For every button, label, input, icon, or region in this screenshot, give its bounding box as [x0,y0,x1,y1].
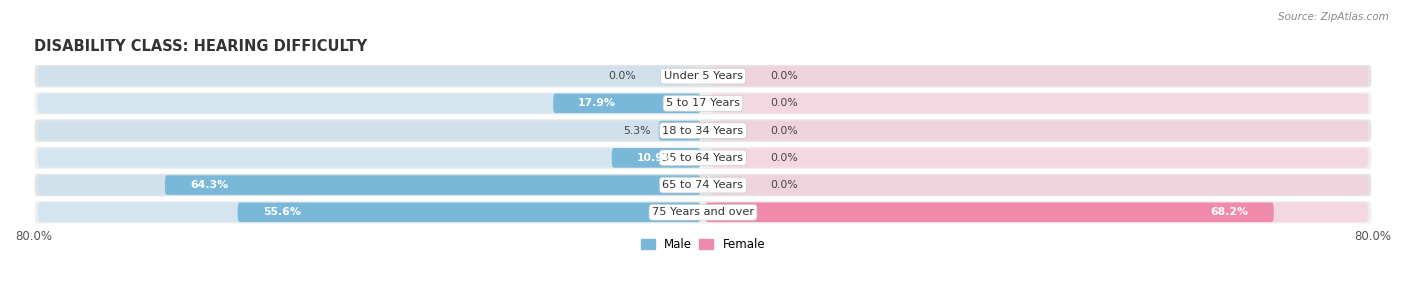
FancyBboxPatch shape [34,118,1372,143]
Text: 18 to 34 Years: 18 to 34 Years [662,126,744,136]
FancyBboxPatch shape [553,94,700,113]
FancyBboxPatch shape [34,173,1372,197]
Text: 17.9%: 17.9% [578,99,616,108]
Text: 5 to 17 Years: 5 to 17 Years [666,99,740,108]
FancyBboxPatch shape [612,148,700,168]
Text: 65 to 74 Years: 65 to 74 Years [662,180,744,190]
FancyBboxPatch shape [165,175,700,195]
Text: 0.0%: 0.0% [609,71,636,81]
FancyBboxPatch shape [34,200,1372,224]
Text: 68.2%: 68.2% [1211,207,1249,217]
FancyBboxPatch shape [711,66,1368,86]
FancyBboxPatch shape [711,203,1368,222]
Text: Source: ZipAtlas.com: Source: ZipAtlas.com [1278,12,1389,22]
Text: 55.6%: 55.6% [263,207,301,217]
FancyBboxPatch shape [238,203,700,222]
Text: 5.3%: 5.3% [623,126,651,136]
FancyBboxPatch shape [711,121,1368,140]
FancyBboxPatch shape [706,203,1274,222]
FancyBboxPatch shape [38,148,695,168]
Legend: Male, Female: Male, Female [636,234,770,256]
Text: 0.0%: 0.0% [770,71,797,81]
Text: 75 Years and over: 75 Years and over [652,207,754,217]
FancyBboxPatch shape [38,203,695,222]
FancyBboxPatch shape [38,175,695,195]
Text: 0.0%: 0.0% [770,180,797,190]
Text: 0.0%: 0.0% [770,153,797,163]
Text: 64.3%: 64.3% [190,180,228,190]
FancyBboxPatch shape [711,175,1368,195]
Text: 35 to 64 Years: 35 to 64 Years [662,153,744,163]
Text: DISABILITY CLASS: HEARING DIFFICULTY: DISABILITY CLASS: HEARING DIFFICULTY [34,39,367,54]
FancyBboxPatch shape [34,145,1372,170]
FancyBboxPatch shape [711,94,1368,113]
FancyBboxPatch shape [711,148,1368,168]
FancyBboxPatch shape [658,121,700,140]
Text: 0.0%: 0.0% [770,99,797,108]
FancyBboxPatch shape [38,94,695,113]
FancyBboxPatch shape [38,66,695,86]
Text: 0.0%: 0.0% [770,126,797,136]
Text: 10.9%: 10.9% [637,153,675,163]
Text: Under 5 Years: Under 5 Years [664,71,742,81]
FancyBboxPatch shape [34,91,1372,116]
FancyBboxPatch shape [34,64,1372,88]
FancyBboxPatch shape [38,121,695,140]
